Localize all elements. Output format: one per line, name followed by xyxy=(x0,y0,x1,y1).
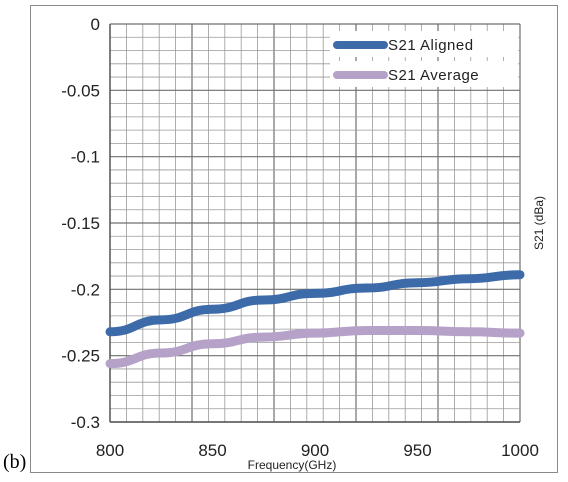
grid xyxy=(109,23,521,423)
y-tick-label: -0.15 xyxy=(61,214,100,233)
x-tick-label: 950 xyxy=(403,441,431,460)
x-tick-label: 850 xyxy=(198,441,226,460)
tick-labels: 800 850 900 950 1000 0 -0.05 -0.1 -0.15 -0.2 -0.25… xyxy=(61,15,539,460)
legend: S21 Aligned S21 Average xyxy=(330,31,518,87)
x-tick-label: 900 xyxy=(301,441,329,460)
series-line-1 xyxy=(105,270,525,337)
y-tick-label: -0.25 xyxy=(61,347,100,366)
series-lines xyxy=(105,270,525,369)
legend-label-2: S21 Average xyxy=(388,67,479,84)
y-tick-label: -0.2 xyxy=(71,280,100,299)
legend-label-1: S21 Aligned xyxy=(388,37,474,54)
y-axis-title: S21 (dBa) xyxy=(532,196,546,250)
y-tick-label: -0.1 xyxy=(71,148,100,167)
x-axis-title: Frequency(GHz) xyxy=(248,458,337,472)
y-tick-label: -0.05 xyxy=(61,81,100,100)
y-tick-label: 0 xyxy=(91,15,100,34)
x-tick-label: 1000 xyxy=(501,441,539,460)
series-line-2 xyxy=(105,325,525,369)
x-tick-label: 800 xyxy=(96,441,124,460)
y-tick-label: -0.3 xyxy=(71,413,100,432)
panel-label: (b) xyxy=(3,451,27,473)
